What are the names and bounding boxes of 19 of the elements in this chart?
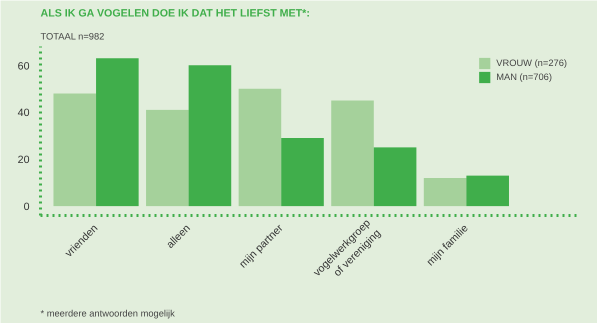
- bar: [53, 93, 96, 206]
- bar: [466, 176, 509, 206]
- chart-title: ALS IK GA VOGELEN DOE IK DAT HET LIEFST MET*:: [40, 8, 310, 20]
- y-tick-label: 0: [24, 201, 30, 214]
- bar: [281, 138, 324, 206]
- bar: [146, 110, 189, 206]
- y-tick-label: 20: [18, 154, 30, 166]
- legend-label: MAN (n=706): [496, 72, 552, 82]
- bar: [238, 88, 282, 206]
- bar: [374, 147, 416, 206]
- text: * meerdere antwoorden mogelijk: [40, 308, 176, 318]
- bar: [424, 178, 466, 206]
- bar: [96, 58, 139, 206]
- bar: [331, 100, 374, 206]
- chart-subtitle: TOTAAL n=982: [40, 32, 104, 42]
- y-tick-label: 60: [18, 60, 30, 72]
- y-tick-label: 40: [18, 107, 30, 120]
- bar: [188, 65, 232, 206]
- legend-label: VROUW (n=276): [496, 58, 567, 68]
